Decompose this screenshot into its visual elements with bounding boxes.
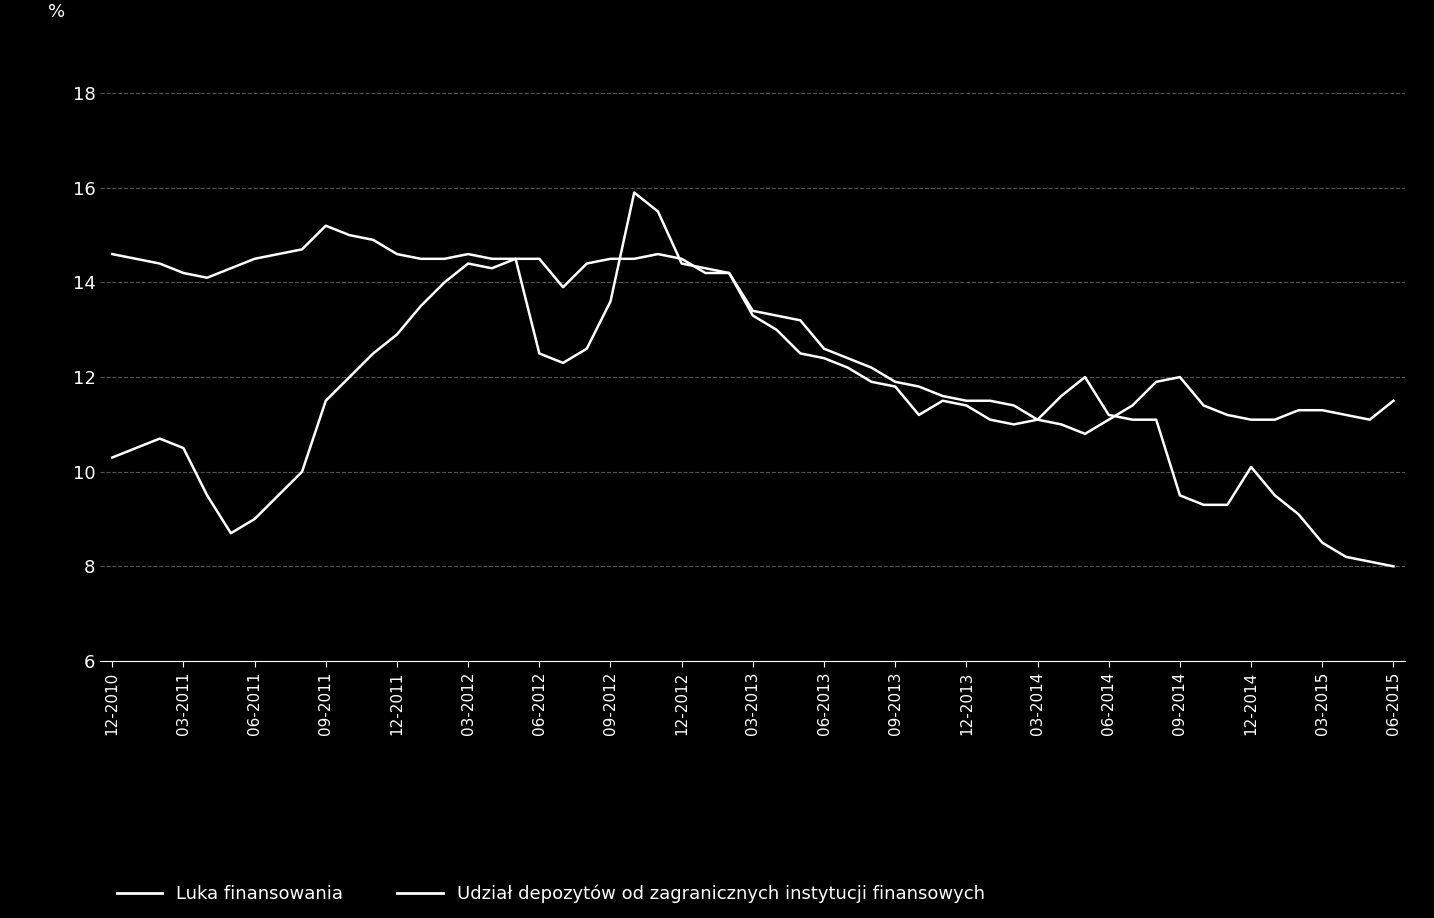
Text: %: % <box>49 4 66 21</box>
Legend: Luka finansowania, Udział depozytów od zagranicznych instytucji finansowych: Luka finansowania, Udział depozytów od z… <box>109 878 992 911</box>
